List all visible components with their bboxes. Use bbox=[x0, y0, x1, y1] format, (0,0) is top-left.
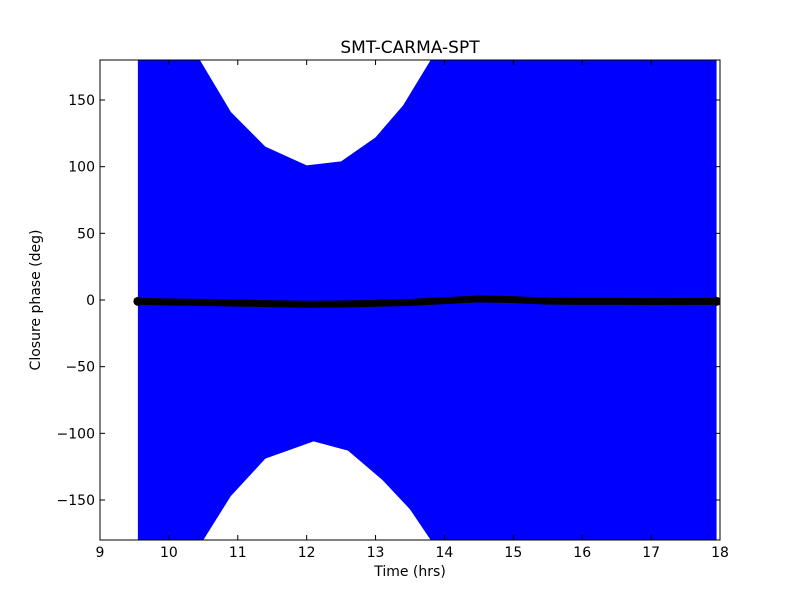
y-axis-label: Closure phase (deg) bbox=[28, 230, 44, 371]
axis-ticks: 9 10 11 12 13 14 15 16 17 18 −150 −100 −50 0 50 100 150 bbox=[57, 60, 729, 561]
y-tick-label: −150 bbox=[57, 493, 95, 509]
chart-title: SMT-CARMA-SPT bbox=[340, 38, 480, 58]
error-band-gap-top bbox=[199, 60, 431, 166]
x-tick-label: 9 bbox=[96, 545, 105, 561]
y-tick-label: 50 bbox=[77, 226, 95, 242]
x-tick-label: 13 bbox=[367, 545, 385, 561]
y-tick-label: −50 bbox=[65, 360, 95, 376]
x-tick-label: 15 bbox=[504, 545, 522, 561]
data-series-layer bbox=[133, 295, 720, 308]
x-tick-label: 18 bbox=[711, 545, 729, 561]
x-axis-label: Time (hrs) bbox=[373, 564, 446, 580]
y-tick-label: 150 bbox=[68, 93, 95, 109]
x-tick-label: 17 bbox=[642, 545, 660, 561]
data-point bbox=[712, 296, 720, 306]
x-tick-label: 16 bbox=[573, 545, 591, 561]
y-tick-label: 0 bbox=[86, 293, 95, 309]
y-tick-label: 100 bbox=[68, 160, 95, 176]
x-tick-label: 10 bbox=[160, 545, 178, 561]
error-band-gap-bottom bbox=[203, 441, 431, 540]
data-point bbox=[133, 296, 143, 306]
x-tick-label: 14 bbox=[436, 545, 454, 561]
x-tick-label: 12 bbox=[298, 545, 316, 561]
y-tick-label: −100 bbox=[57, 426, 95, 442]
x-tick-label: 11 bbox=[229, 545, 247, 561]
series-line bbox=[134, 295, 720, 308]
